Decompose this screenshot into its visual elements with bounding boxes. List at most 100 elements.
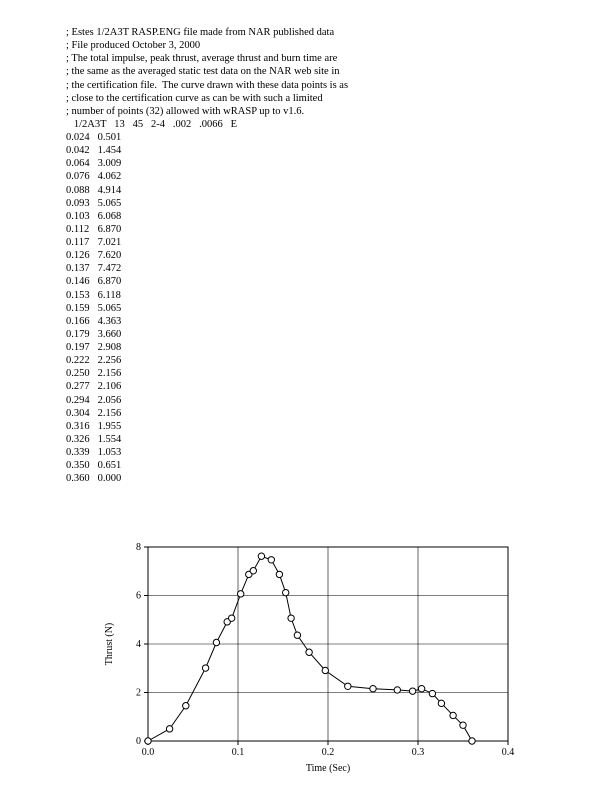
time-cell: 0.294: [66, 394, 98, 407]
thrust-cell: 1.955: [98, 420, 130, 433]
time-cell: 0.076: [66, 170, 98, 183]
thrust-cell: 7.021: [98, 236, 130, 249]
time-cell: 0.153: [66, 289, 98, 302]
thrust-cell: 1.454: [98, 144, 130, 157]
file-header-block: ; Estes 1/2A3T RASP.ENG file made from N…: [66, 26, 550, 131]
data-marker: [345, 683, 351, 689]
time-cell: 0.064: [66, 157, 98, 170]
time-cell: 0.024: [66, 131, 98, 144]
thrust-cell: 6.870: [98, 275, 130, 288]
chart-container: 0.00.10.20.30.402468Time (Sec)Thrust (N): [66, 535, 550, 785]
header-line: ; Estes 1/2A3T RASP.ENG file made from N…: [66, 26, 550, 39]
ytick-label: 2: [136, 688, 141, 699]
document-page: ; Estes 1/2A3T RASP.ENG file made from N…: [0, 0, 600, 805]
thrust-cell: 2.908: [98, 341, 130, 354]
xtick-label: 0.0: [142, 747, 155, 758]
table-row: 0.1793.660: [66, 328, 129, 341]
ytick-label: 8: [136, 542, 141, 553]
data-marker: [418, 686, 424, 692]
thrust-cell: 3.660: [98, 328, 130, 341]
data-marker: [409, 688, 415, 694]
table-row: 0.1377.472: [66, 262, 129, 275]
data-marker: [183, 703, 189, 709]
data-marker: [322, 668, 328, 674]
table-row: 0.0421.454: [66, 144, 129, 157]
time-cell: 0.304: [66, 407, 98, 420]
table-row: 0.3600.000: [66, 472, 129, 485]
thrust-cell: 6.068: [98, 210, 130, 223]
thrust-data-table: 0.0240.5010.0421.4540.0643.0090.0764.062…: [66, 131, 129, 485]
thrust-cell: 4.914: [98, 184, 130, 197]
time-cell: 0.326: [66, 433, 98, 446]
thrust-cell: 2.256: [98, 354, 130, 367]
time-cell: 0.277: [66, 380, 98, 393]
time-cell: 0.179: [66, 328, 98, 341]
time-cell: 0.250: [66, 367, 98, 380]
thrust-time-chart: 0.00.10.20.30.402468Time (Sec)Thrust (N): [88, 535, 528, 785]
table-row: 0.2502.156: [66, 367, 129, 380]
time-cell: 0.350: [66, 459, 98, 472]
data-marker: [250, 568, 256, 574]
thrust-cell: 2.056: [98, 394, 130, 407]
data-marker: [258, 553, 264, 559]
ytick-label: 4: [136, 639, 141, 650]
data-marker: [166, 726, 172, 732]
xtick-label: 0.4: [502, 747, 515, 758]
table-row: 0.2772.106: [66, 380, 129, 393]
thrust-cell: 6.118: [98, 289, 130, 302]
time-cell: 0.166: [66, 315, 98, 328]
table-row: 0.0884.914: [66, 184, 129, 197]
table-row: 0.1036.068: [66, 210, 129, 223]
time-cell: 0.137: [66, 262, 98, 275]
table-row: 0.1972.908: [66, 341, 129, 354]
time-cell: 0.339: [66, 446, 98, 459]
ytick-label: 0: [136, 736, 141, 747]
header-line: 1/2A3T 13 45 2-4 .002 .0066 E: [66, 118, 550, 131]
thrust-cell: 4.363: [98, 315, 130, 328]
thrust-cell: 5.065: [98, 302, 130, 315]
table-row: 0.3261.554: [66, 433, 129, 446]
table-row: 0.3500.651: [66, 459, 129, 472]
data-marker: [229, 615, 235, 621]
time-cell: 0.159: [66, 302, 98, 315]
table-row: 0.3391.053: [66, 446, 129, 459]
data-marker: [276, 572, 282, 578]
time-cell: 0.042: [66, 144, 98, 157]
table-row: 0.0764.062: [66, 170, 129, 183]
data-marker: [238, 591, 244, 597]
ytick-label: 6: [136, 591, 141, 602]
xlabel: Time (Sec): [306, 763, 350, 774]
header-line: ; the certification file. The curve draw…: [66, 79, 550, 92]
table-row: 0.1466.870: [66, 275, 129, 288]
data-marker: [394, 687, 400, 693]
thrust-cell: 1.554: [98, 433, 130, 446]
xtick-label: 0.3: [412, 747, 425, 758]
table-row: 0.2942.056: [66, 394, 129, 407]
time-cell: 0.088: [66, 184, 98, 197]
data-marker: [469, 738, 475, 744]
table-row: 0.1595.065: [66, 302, 129, 315]
data-marker: [429, 691, 435, 697]
data-marker: [283, 590, 289, 596]
data-marker: [145, 738, 151, 744]
data-marker: [268, 557, 274, 563]
time-cell: 0.360: [66, 472, 98, 485]
thrust-cell: 7.620: [98, 249, 130, 262]
xtick-label: 0.2: [322, 747, 335, 758]
data-marker: [213, 640, 219, 646]
thrust-cell: 5.065: [98, 197, 130, 210]
thrust-cell: 6.870: [98, 223, 130, 236]
time-cell: 0.316: [66, 420, 98, 433]
data-marker: [294, 632, 300, 638]
data-marker: [450, 713, 456, 719]
thrust-cell: 3.009: [98, 157, 130, 170]
time-cell: 0.146: [66, 275, 98, 288]
time-cell: 0.222: [66, 354, 98, 367]
header-line: ; the same as the averaged static test d…: [66, 65, 550, 78]
data-marker: [288, 615, 294, 621]
table-row: 0.2222.256: [66, 354, 129, 367]
table-row: 0.0643.009: [66, 157, 129, 170]
header-line: ; close to the certification curve as ca…: [66, 92, 550, 105]
xtick-label: 0.1: [232, 747, 245, 758]
thrust-cell: 4.062: [98, 170, 130, 183]
